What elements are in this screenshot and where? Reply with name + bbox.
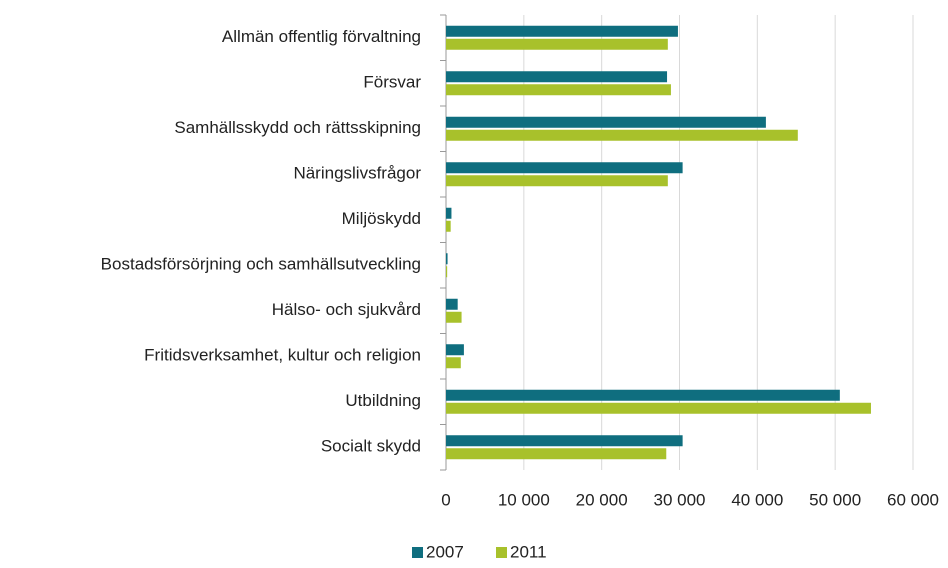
x-tick-label: 50 000 [809,490,861,509]
bar [446,84,671,96]
x-tick-label: 10 000 [498,490,550,509]
category-label: Näringslivsfrågor [293,164,421,183]
bar [446,38,668,50]
bar [446,448,667,460]
category-label: Miljöskydd [342,209,421,228]
legend-swatch [412,547,423,558]
category-label: Utbildning [345,391,421,410]
bar [446,25,678,37]
legend-label: 2007 [426,542,464,561]
bar [446,207,452,219]
legend-swatch [496,547,507,558]
x-tick-label: 20 000 [576,490,628,509]
bar [446,298,458,310]
category-label: Bostadsförsörjning och samhällsutvecklin… [101,255,421,274]
category-label: Fritidsverksamhet, kultur och religion [144,346,421,365]
category-label: Hälso- och sjukvård [272,300,421,319]
bar [446,311,462,323]
bar [446,129,798,141]
category-label: Socialt skydd [321,437,421,456]
x-tick-label: 30 000 [654,490,706,509]
x-tick-label: 60 000 [887,490,939,509]
bar [446,116,766,128]
bar [446,266,448,278]
bar [446,344,464,356]
bar [446,357,461,369]
bar [446,389,840,401]
x-tick-label: 40 000 [731,490,783,509]
x-tick-label: 0 [441,490,450,509]
bar [446,220,451,232]
category-label: Samhällsskydd och rättsskipning [174,118,421,137]
bar [446,435,683,447]
bar [446,175,668,187]
bar [446,253,448,265]
bar [446,71,668,83]
bar [446,402,871,414]
category-label: Försvar [363,73,421,92]
bar [446,162,683,174]
category-label: Allmän offentlig förvaltning [222,27,421,46]
legend-label: 2011 [510,542,547,561]
